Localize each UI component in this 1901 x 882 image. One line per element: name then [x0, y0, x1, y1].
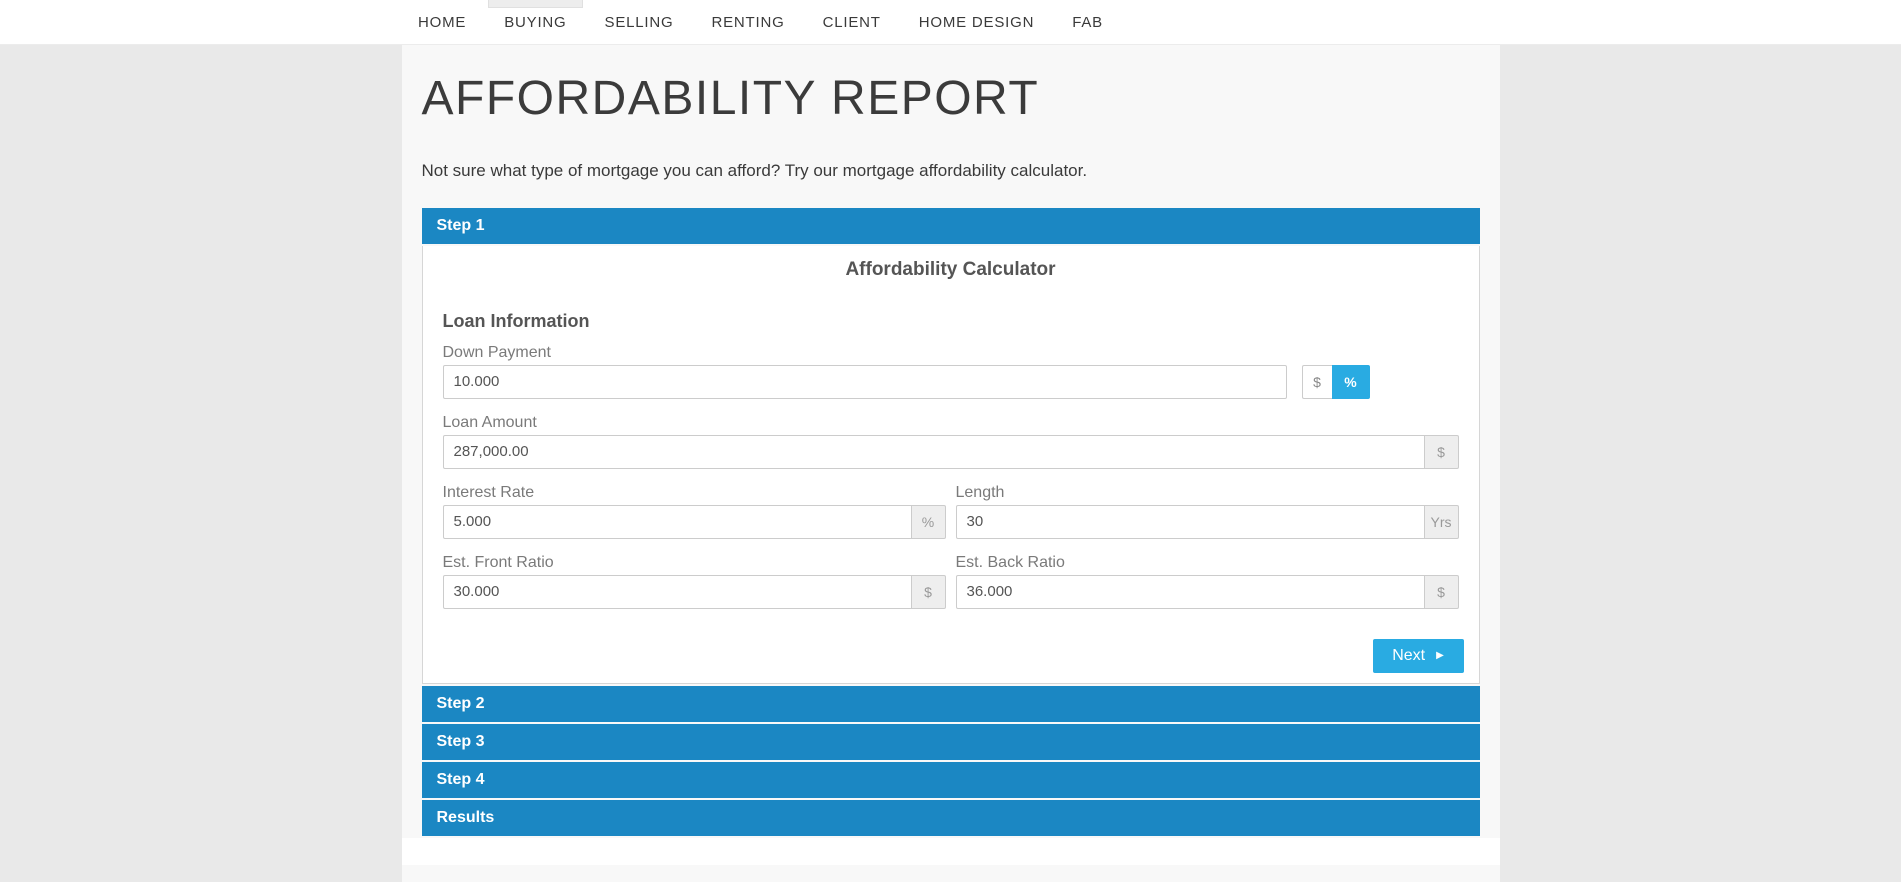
interest-rate-label: Interest Rate [442, 483, 535, 501]
accordion-header-results[interactable]: Results [421, 799, 1480, 836]
nav-item-label: RENTING [711, 14, 785, 31]
nav-item-fab[interactable]: FAB [1072, 0, 1103, 45]
step1-panel: Affordability Calculator Loan Informatio… [421, 245, 1480, 684]
intro-text: Not sure what type of mortgage you can a… [421, 160, 1088, 180]
nav-item-label: FAB [1072, 14, 1103, 31]
dollar-addon: $ [1424, 434, 1459, 469]
calculator-accordion: Step 1 Affordability Calculator Loan Inf… [401, 207, 1500, 865]
calculator-heading: Affordability Calculator [845, 258, 1056, 280]
content-column: AFFORDABILITY REPORT Not sure what type … [401, 45, 1500, 882]
accordion-header-label: Step 4 [436, 770, 485, 788]
nav-item-renting[interactable]: RENTING [711, 0, 784, 45]
nav-item-label: HOME [418, 14, 467, 31]
accordion-header-step4[interactable]: Step 4 [421, 761, 1480, 798]
loan-amount-input[interactable] [442, 434, 1425, 469]
loan-amount-label: Loan Amount [442, 413, 537, 431]
dollar-addon: $ [1424, 574, 1459, 609]
down-payment-input[interactable] [442, 364, 1287, 399]
nav-item-label: SELLING [604, 14, 674, 31]
length-field: Length Yrs [955, 469, 1459, 539]
nav-item-label: BUYING [504, 14, 567, 31]
interest-rate-field: Interest Rate % [442, 469, 946, 539]
back-ratio-label: Est. Back Ratio [955, 553, 1065, 571]
length-label: Length [955, 483, 1005, 501]
top-nav-bar: HOME BUYING SELLING RENTING CLIENT HOME … [0, 0, 1901, 45]
page-background: AFFORDABILITY REPORT Not sure what type … [0, 45, 1901, 882]
nav-item-selling[interactable]: SELLING [605, 0, 674, 45]
loan-amount-group: $ [442, 434, 1459, 469]
front-ratio-input[interactable] [442, 574, 912, 609]
back-ratio-input[interactable] [955, 574, 1425, 609]
next-button-label: Next [1392, 646, 1426, 664]
percent-addon: % [911, 504, 946, 539]
length-input[interactable] [955, 504, 1425, 539]
main-nav: HOME BUYING SELLING RENTING CLIENT HOME … [418, 0, 1103, 45]
percent-unit-button[interactable]: % [1331, 364, 1370, 399]
content-strip-below-accordion [401, 837, 1500, 865]
nav-item-label: CLIENT [822, 14, 881, 31]
caret-right-icon: ▶ [1436, 649, 1444, 661]
accordion-header-step1[interactable]: Step 1 [421, 207, 1480, 244]
page-title: AFFORDABILITY REPORT [421, 72, 1040, 125]
dollar-unit-button[interactable]: $ [1301, 364, 1332, 399]
accordion-header-label: Results [436, 808, 495, 826]
nav-item-client[interactable]: CLIENT [823, 0, 881, 45]
nav-item-label: HOME DESIGN [918, 14, 1035, 31]
down-payment-row: $ % [442, 364, 1459, 399]
next-button-row: Next ▶ [443, 638, 1464, 673]
front-ratio-field: Est. Front Ratio $ [442, 539, 946, 609]
next-button[interactable]: Next ▶ [1372, 638, 1464, 673]
accordion-header-label: Step 2 [436, 694, 485, 712]
dollar-addon: $ [911, 574, 946, 609]
rate-length-row: Interest Rate % Length Yrs [442, 469, 1459, 539]
accordion-header-label: Step 3 [436, 732, 485, 750]
nav-item-home-design[interactable]: HOME DESIGN [919, 0, 1034, 45]
loan-information-heading: Loan Information [442, 310, 590, 331]
nav-item-buying[interactable]: BUYING [488, 0, 583, 45]
front-ratio-label: Est. Front Ratio [442, 553, 554, 571]
accordion-header-step2[interactable]: Step 2 [421, 685, 1480, 722]
accordion-header-step3[interactable]: Step 3 [421, 723, 1480, 760]
down-payment-label: Down Payment [442, 343, 552, 361]
active-nav-marker [488, 0, 583, 8]
years-addon: Yrs [1424, 504, 1459, 539]
back-ratio-field: Est. Back Ratio $ [955, 539, 1459, 609]
ratios-row: Est. Front Ratio $ Est. Back Ratio $ [442, 539, 1459, 609]
interest-rate-input[interactable] [442, 504, 912, 539]
down-payment-unit-toggle: $ % [1301, 364, 1370, 399]
nav-item-home[interactable]: HOME [418, 0, 466, 45]
accordion-header-label: Step 1 [436, 216, 485, 234]
